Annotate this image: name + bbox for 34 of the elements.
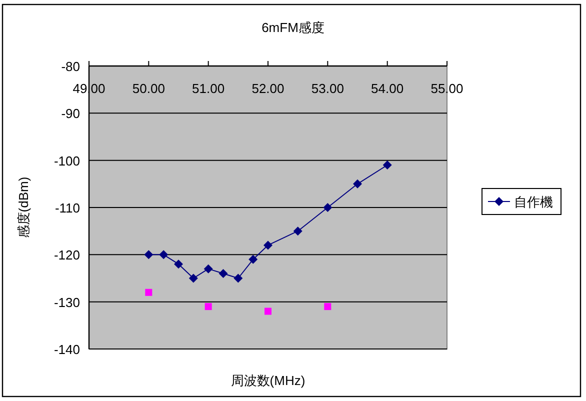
legend-label: 自作機 [514, 194, 553, 210]
point [293, 226, 302, 236]
point [159, 250, 168, 260]
y-tick-label: -120 [54, 248, 80, 263]
y-tick-label: -100 [54, 153, 80, 168]
point [382, 160, 392, 170]
point [264, 308, 272, 315]
y-tick-label: -90 [61, 106, 80, 122]
point [248, 254, 258, 264]
point [174, 260, 183, 269]
point [188, 274, 198, 283]
x-tick-label: 53.00 [311, 81, 344, 96]
point [145, 288, 152, 296]
chart-title: 6mFM感度 [262, 20, 324, 35]
point [264, 240, 272, 250]
point [324, 303, 332, 310]
x-tick-label: 55.00 [430, 81, 464, 96]
y-axis-title: 感度(dBm) [16, 176, 31, 238]
point [204, 303, 212, 310]
y-tick-label: -140 [54, 342, 80, 357]
point [218, 269, 228, 278]
point [234, 274, 243, 283]
point [204, 264, 213, 274]
x-tick-label: 51.00 [192, 81, 225, 96]
y-tick-label: -130 [54, 294, 80, 310]
x-tick-label: 50.00 [132, 81, 165, 96]
point [144, 250, 154, 260]
x-tick-label: 52.00 [252, 81, 284, 96]
point [353, 179, 362, 188]
y-tick-label: -110 [54, 200, 80, 216]
point [323, 203, 332, 212]
y-tick-label: -80 [61, 59, 80, 74]
x-tick-label: 54.00 [371, 81, 404, 96]
x-axis-title: 周波数(MHz) [230, 373, 306, 388]
